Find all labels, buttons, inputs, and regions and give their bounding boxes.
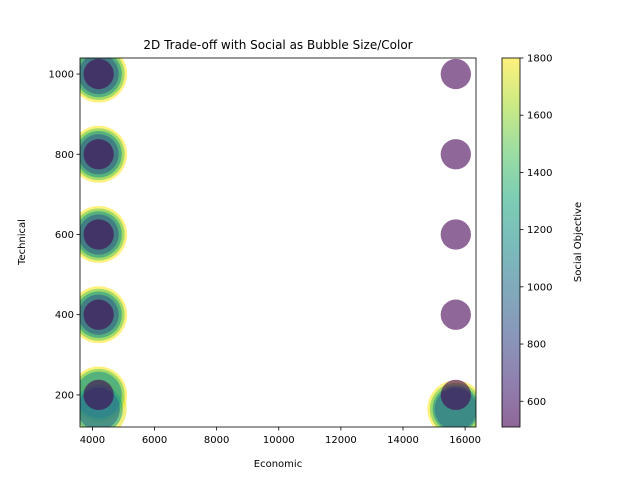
x-axis-ticks: 4000 6000 8000 10000 12000 14000 16000 (80, 427, 481, 446)
colorbar-tick-label: 1800 (527, 54, 552, 65)
bubble-point (440, 139, 471, 170)
colorbar-tick-label: 1000 (527, 282, 552, 293)
bubble-point (440, 299, 471, 330)
y-axis-ticks: 200 400 600 800 1000 (49, 70, 80, 401)
bubble-point (440, 58, 471, 90)
bubble-point (83, 299, 114, 330)
colorbar-tick-label: 1200 (527, 225, 552, 236)
bubble-layer (80, 58, 476, 427)
colorbar-tick-label: 1600 (527, 111, 552, 122)
bubble-point (83, 58, 114, 90)
x-tick-label: 14000 (387, 435, 419, 446)
colorbar-tick-label: 600 (527, 397, 546, 408)
x-tick-label: 8000 (204, 435, 229, 446)
bubble-point (83, 139, 114, 170)
y-axis-label: Technical (17, 219, 28, 266)
x-tick-label: 10000 (263, 435, 295, 446)
y-tick-label: 400 (55, 310, 74, 321)
colorbar-label: Social Objective (573, 202, 584, 282)
plot-frame (79, 57, 477, 428)
y-tick-label: 600 (55, 230, 74, 241)
bubble-point (440, 379, 471, 411)
x-tick-label: 6000 (142, 435, 167, 446)
x-axis-label: Economic (254, 459, 302, 470)
colorbar (501, 57, 521, 428)
colorbar-tick-label: 1400 (527, 168, 552, 179)
y-tick-label: 1000 (49, 70, 74, 81)
x-tick-label: 16000 (449, 435, 481, 446)
colorbar-ticks: 600 800 1000 1200 1400 1600 1800 (520, 54, 552, 408)
chart-title: 2D Trade-off with Social as Bubble Size/… (143, 38, 412, 52)
bubble-point (83, 219, 114, 250)
y-tick-label: 800 (55, 150, 74, 161)
colorbar-tick-label: 800 (527, 340, 546, 351)
x-tick-label: 12000 (325, 435, 357, 446)
x-tick-label: 4000 (80, 435, 105, 446)
bubble-point (440, 219, 471, 250)
bubble-point (83, 379, 114, 411)
y-tick-label: 200 (55, 390, 74, 401)
